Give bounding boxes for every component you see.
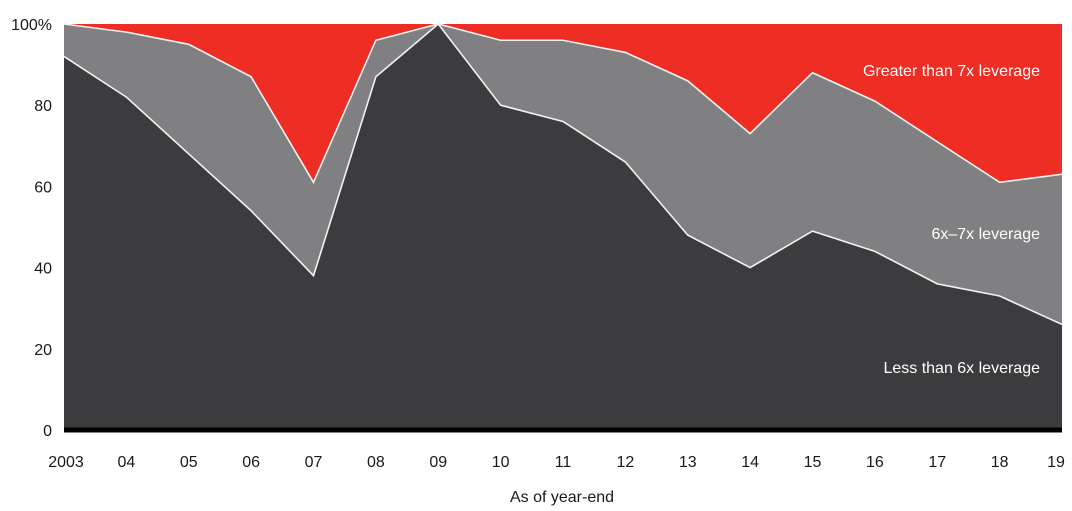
- y-tick-labels: 0 20 40 60 80 100%: [11, 17, 52, 440]
- y-tick-label: 100%: [11, 17, 52, 34]
- x-tick-label: 11: [555, 454, 572, 471]
- boundary-line: [63, 23, 1063, 185]
- x-tick-label: 18: [991, 454, 1009, 471]
- series-label-6x-7x: 6x–7x leverage: [931, 226, 1040, 243]
- y-tick-label: 80: [34, 98, 52, 115]
- x-tick-label: 04: [117, 454, 135, 471]
- area-borders: [63, 22, 1063, 326]
- x-tick-label: 2003: [48, 454, 84, 471]
- x-tick-label: 15: [804, 454, 822, 471]
- x-axis-title: As of year-end: [510, 489, 614, 506]
- area-6x-7x-leverage: [64, 24, 1062, 325]
- area-layers: [64, 24, 1062, 430]
- y-tick-label: 60: [34, 179, 52, 196]
- x-tick-labels: 2003 04 05 06 07 08 09 10 11 12 13 14 15 16 17 18 19: [48, 454, 1065, 471]
- x-tick-label: 10: [492, 454, 510, 471]
- y-tick-label: 40: [34, 261, 52, 278]
- x-tick-label: 12: [616, 454, 634, 471]
- x-tick-label: 08: [367, 454, 385, 471]
- series-label-less-than-6x: Less than 6x leverage: [883, 360, 1040, 377]
- x-tick-label: 07: [305, 454, 323, 471]
- x-tick-label: 14: [741, 454, 759, 471]
- area-greater-than-7x-leverage: [64, 24, 1062, 183]
- x-tick-label: 16: [866, 454, 884, 471]
- y-tick-label: 0: [43, 423, 52, 440]
- x-tick-label: 06: [242, 454, 260, 471]
- x-tick-label: 13: [679, 454, 697, 471]
- series-label-greater-than-7x: Greater than 7x leverage: [863, 63, 1040, 80]
- x-tick-label: 17: [928, 454, 946, 471]
- area-less-than-6x-leverage: [64, 24, 1062, 430]
- x-tick-label: 09: [429, 454, 447, 471]
- x-tick-label: 05: [180, 454, 198, 471]
- y-tick-label: 20: [34, 342, 52, 359]
- x-tick-label: 19: [1047, 454, 1065, 471]
- boundary-line: [63, 22, 1063, 326]
